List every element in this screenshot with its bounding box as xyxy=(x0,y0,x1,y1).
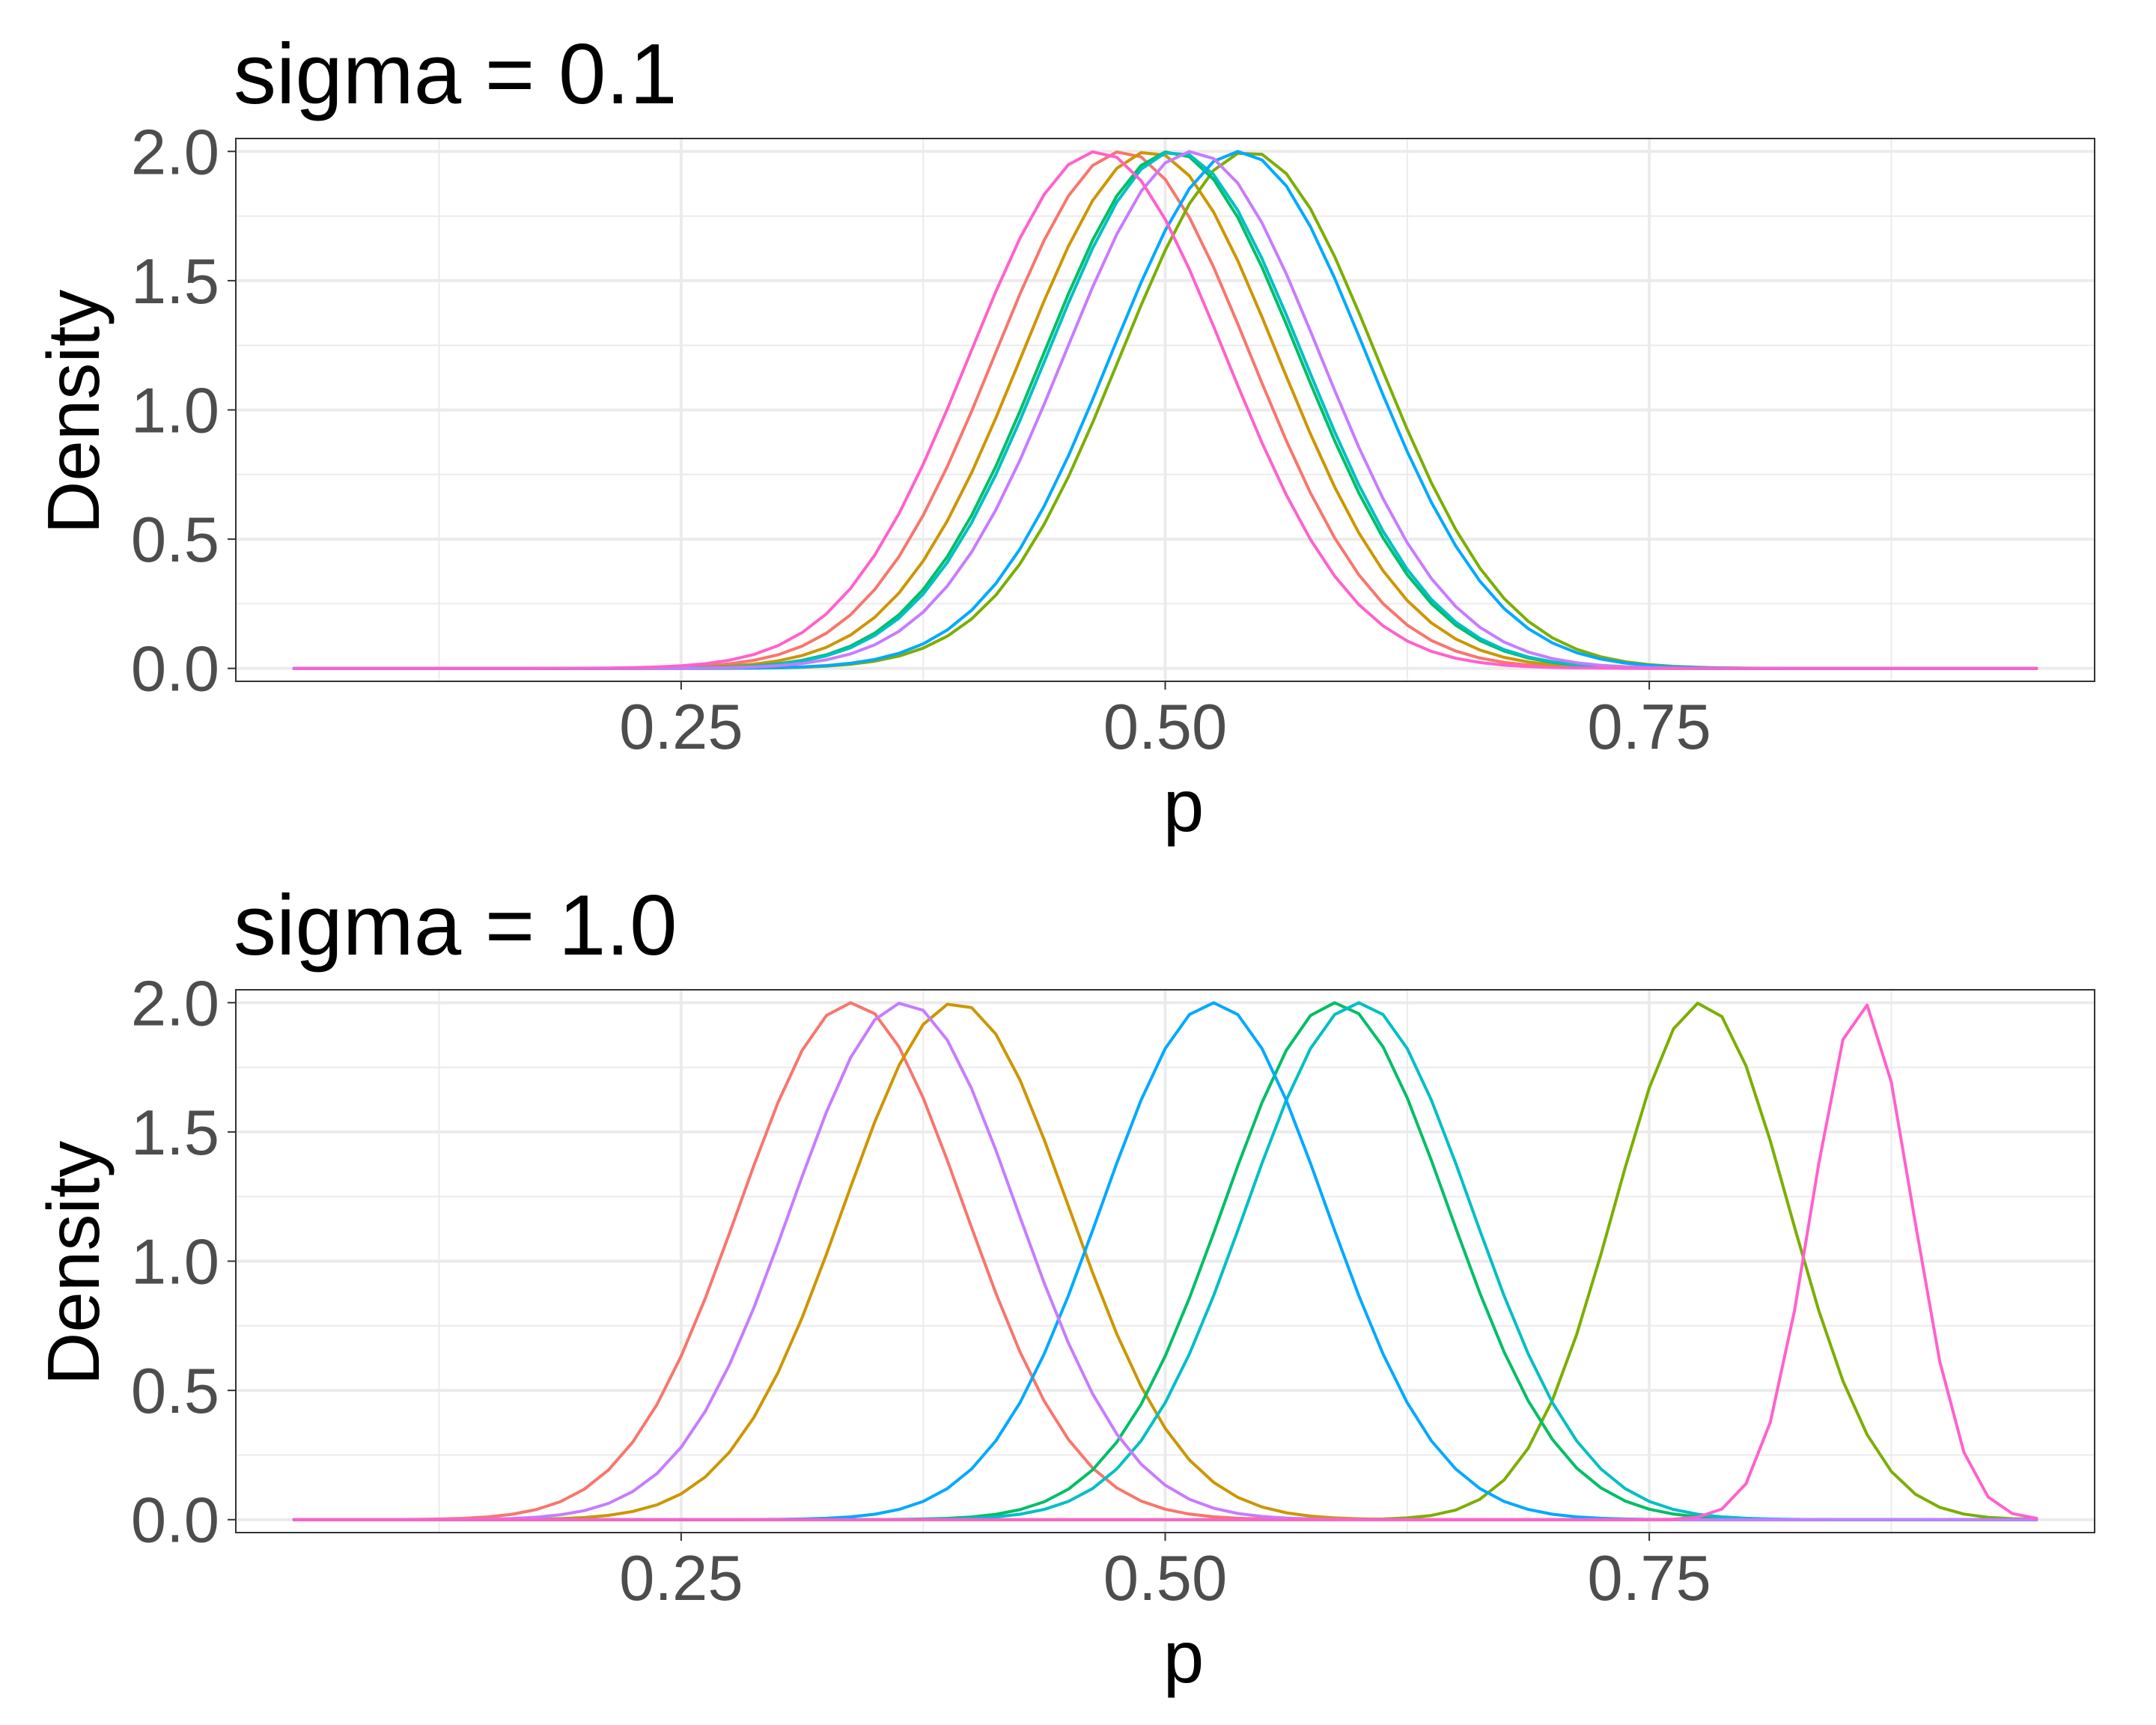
y-tick-label: 0.5 xyxy=(131,1356,219,1427)
y-tick-label: 0.0 xyxy=(131,1485,219,1557)
x-tick-label: 0.75 xyxy=(1587,692,1711,763)
chart-sigma-0-1: sigma = 0.1 Density p 0.25 0.50 0.75 0.0 0.5… xyxy=(32,27,2095,847)
x-axis-label: p xyxy=(1163,1616,1205,1698)
y-axis-label: Density xyxy=(32,290,115,535)
density-curve-7 xyxy=(292,1001,2038,1521)
y-tick-label: 2.0 xyxy=(131,968,219,1039)
chart-title: sigma = 0.1 xyxy=(234,27,677,122)
x-tick-label: 0.25 xyxy=(619,692,743,763)
chart-sigma-1-0: sigma = 1.0 Density p 0.25 0.50 0.75 0.0 0.5… xyxy=(32,878,2095,1698)
axis-ticks: 0.25 0.50 0.75 0.0 0.5 1.0 1.5 2.0 xyxy=(131,117,1711,763)
x-tick-label: 0.25 xyxy=(619,1543,743,1614)
y-tick-label: 1.0 xyxy=(131,1227,219,1298)
y-tick-label: 0.0 xyxy=(131,634,219,705)
x-tick-label: 0.50 xyxy=(1103,692,1227,763)
chart-title: sigma = 1.0 xyxy=(234,878,677,973)
y-axis-label: Density xyxy=(32,1141,115,1386)
axis-ticks: 0.25 0.50 0.75 0.0 0.5 1.0 1.5 2.0 xyxy=(131,968,1711,1614)
y-tick-label: 1.0 xyxy=(131,376,219,447)
density-curve-8 xyxy=(292,150,2038,670)
density-curves xyxy=(292,150,2038,670)
x-axis-label: p xyxy=(1163,764,1205,847)
y-tick-label: 1.5 xyxy=(131,246,219,317)
x-tick-label: 0.75 xyxy=(1587,1543,1711,1614)
density-curve-8 xyxy=(292,1003,2038,1521)
y-tick-label: 2.0 xyxy=(131,117,219,188)
y-tick-label: 1.5 xyxy=(131,1098,219,1169)
x-tick-label: 0.50 xyxy=(1103,1543,1227,1614)
y-tick-label: 0.5 xyxy=(131,505,219,576)
density-curves xyxy=(292,1001,2038,1521)
